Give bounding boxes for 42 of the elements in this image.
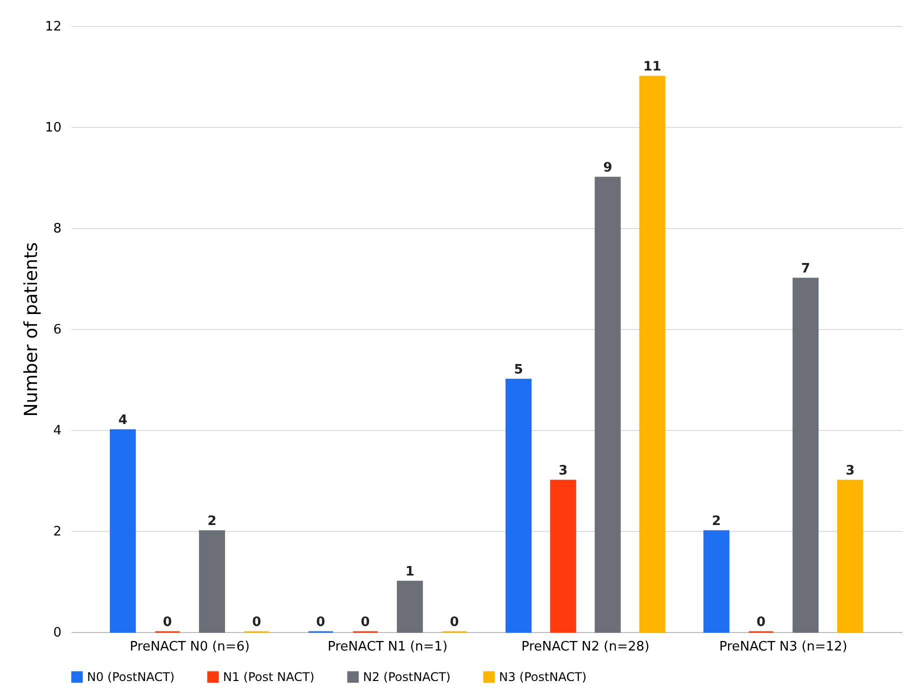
data-label: 11 [643,60,662,74]
data-label: 0 [316,615,326,630]
y-tick-label: 4 [53,424,62,438]
bar [506,378,532,633]
bar [550,480,576,633]
legend-label: N2 (PostNACT) [363,670,451,684]
y-tick-label: 8 [53,222,62,236]
bar [594,176,621,633]
data-label: 2 [712,514,721,529]
y-axis-title: Number of patients [20,242,42,417]
legend-label: N0 (PostNACT) [87,670,175,684]
data-label: 0 [162,615,172,630]
data-label: 9 [603,160,612,176]
y-tick-label: 6 [53,322,62,338]
legend-label: N3 (PostNACT) [499,670,587,684]
bar [198,530,226,633]
data-label: 3 [846,464,855,478]
bar [792,278,819,633]
y-tick-label: 10 [44,120,62,136]
data-label: 0 [756,615,766,630]
x-tick-label: PreNACT N1 (n=1) [328,640,448,654]
data-label: 5 [514,362,524,378]
y-tick-label: 2 [53,524,62,540]
x-tick-label: PreNACT N3 (n=12) [719,640,848,654]
data-label: 7 [801,262,810,276]
data-label: 0 [360,615,370,630]
bar [110,429,136,633]
legend-label: N1 (Post NACT) [223,670,314,684]
bar [396,580,423,633]
bar [703,530,730,633]
x-tick-label: PreNACT N0 (n=6) [130,640,250,654]
bar [639,76,666,633]
data-label: 0 [252,615,262,630]
y-tick-label: 0 [53,626,62,640]
bar [837,480,864,633]
data-label: 0 [450,615,459,630]
data-label: 3 [558,464,568,478]
data-label: 1 [405,564,414,580]
x-tick-label: PreNACT N2 (n=28) [521,640,650,654]
data-label: 2 [207,514,217,529]
data-label: 4 [118,413,128,428]
y-tick-label: 12 [44,20,62,34]
